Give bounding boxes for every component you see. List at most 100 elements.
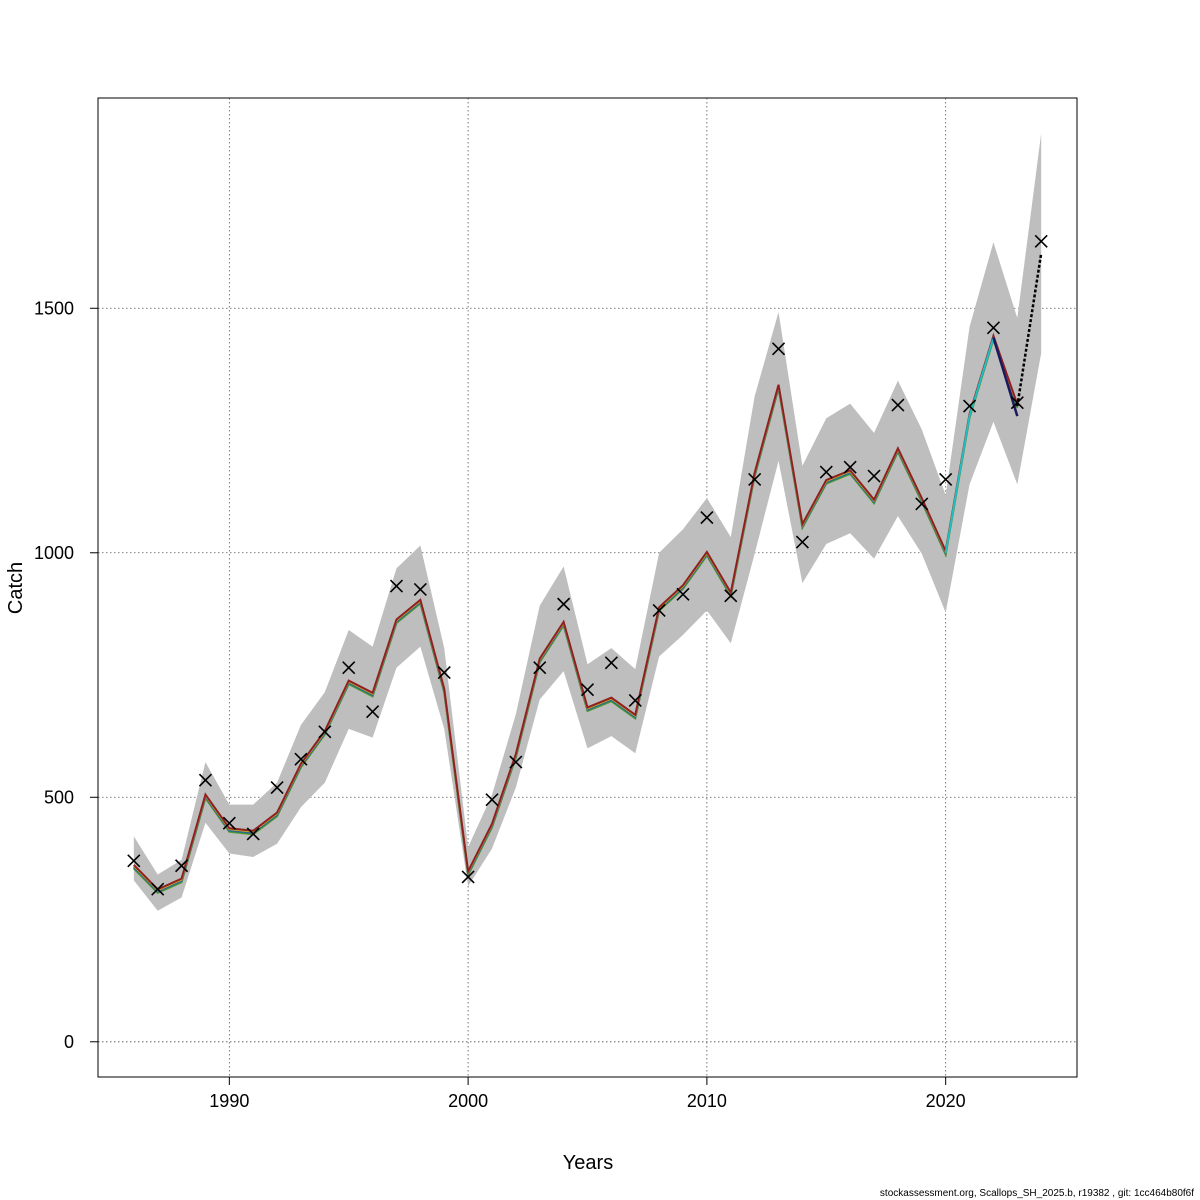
observed-point-stroke [151, 882, 165, 896]
observed-point [700, 511, 714, 525]
observed-point [580, 683, 595, 697]
observed-point [485, 793, 499, 807]
observed-point [557, 597, 571, 611]
observed-point-stroke [366, 705, 380, 719]
observed-point [891, 398, 905, 412]
observed-point-stroke [819, 465, 833, 479]
x-axis-title: Years [563, 1152, 613, 1174]
grid-lines [98, 98, 1077, 1077]
observed-point-stroke [533, 661, 547, 675]
observed-point [748, 472, 762, 486]
observed-point-stroke [342, 661, 356, 675]
observed-point [437, 666, 451, 680]
observed-point [413, 582, 427, 597]
observed-point [795, 535, 809, 549]
observed-point-stroke [1034, 234, 1048, 248]
observed-point [222, 816, 236, 830]
observed-point [294, 752, 308, 766]
y-tick-label: 0 [64, 1032, 74, 1052]
x-tick-label: 2000 [448, 1091, 488, 1111]
observed-point-stroke [748, 472, 762, 486]
observed-point [127, 854, 141, 868]
observed-point-stroke [1010, 396, 1024, 410]
observed-point [461, 870, 475, 884]
observed-point-stroke [986, 321, 1000, 335]
observed-point-stroke [939, 472, 953, 486]
observed-point-stroke [700, 511, 714, 525]
observed-point-stroke [485, 793, 499, 807]
footer-credit: stockassessment.org, Scallops_SH_2025.b,… [880, 1188, 1194, 1199]
observed-point-stroke [628, 693, 642, 708]
observed-point [962, 399, 977, 413]
observed-point-stroke [604, 656, 618, 670]
observed-point [604, 656, 618, 670]
observed-point-stroke [294, 752, 308, 766]
observed-point [389, 579, 404, 593]
observed-point-stroke [795, 535, 809, 549]
observed-point [151, 882, 165, 896]
observed-point-stroke [676, 587, 690, 601]
observed-point-stroke [413, 582, 427, 597]
observed-point-stroke [198, 773, 213, 787]
fitted-lines [133, 253, 1043, 895]
y-axis-title: Catch [5, 562, 27, 614]
observed-point [939, 472, 953, 486]
observed-point [533, 661, 547, 675]
observed-point [819, 465, 833, 479]
x-axis: 1990 2000 2010 2020 [209, 1076, 966, 1111]
observed-point [1010, 396, 1024, 410]
x-tick-label: 2020 [926, 1091, 966, 1111]
observed-point-stroke [389, 579, 404, 593]
observed-point-stroke [891, 398, 905, 412]
observed-point-stroke [175, 859, 189, 873]
observed-point [676, 587, 690, 601]
observed-point-stroke [437, 666, 451, 680]
observed-point [270, 780, 284, 795]
observed-point [1034, 234, 1048, 248]
observed-point [628, 693, 642, 708]
y-axis: 0 500 1000 1500 [34, 298, 99, 1052]
plot-frame [97, 97, 1078, 1078]
observed-point-stroke [509, 755, 523, 769]
observed-point-stroke [270, 780, 284, 795]
observed-point [342, 661, 356, 675]
observed-point [843, 460, 857, 474]
retro-line-last [992, 337, 1019, 417]
observed-points [127, 234, 1048, 896]
observed-point [867, 469, 881, 483]
observed-point-stroke [557, 597, 571, 611]
observed-point-stroke [652, 603, 666, 618]
retro-line-recent [944, 337, 995, 553]
y-tick-label: 500 [44, 787, 74, 807]
observed-point-stroke [867, 469, 881, 483]
confidence-band [133, 133, 1042, 911]
x-tick-label: 2010 [687, 1091, 727, 1111]
observed-point-stroke [915, 497, 929, 511]
observed-point [724, 589, 738, 603]
observed-point [915, 497, 929, 511]
observed-point-stroke [318, 725, 332, 739]
observed-point-stroke [580, 683, 595, 697]
observed-point-stroke [843, 460, 857, 474]
x-tick-label: 1990 [209, 1091, 249, 1111]
observed-point-stroke [724, 589, 738, 603]
confidence-band-area [133, 133, 1042, 911]
observed-point-stroke [771, 342, 786, 356]
observed-point [318, 725, 332, 739]
observed-point-stroke [222, 816, 236, 830]
observed-point [771, 342, 786, 356]
y-tick-label: 1500 [34, 298, 74, 318]
fit-line-series [133, 332, 1019, 891]
observed-point [652, 603, 666, 618]
observed-point [175, 859, 189, 873]
observed-point-stroke [962, 399, 977, 413]
observed-point [246, 827, 260, 841]
observed-point [509, 755, 523, 769]
observed-point [366, 705, 380, 719]
observed-point-stroke [127, 854, 141, 868]
observed-point-stroke [461, 870, 475, 884]
forecast-line [1016, 253, 1043, 407]
observed-point-stroke [246, 827, 260, 841]
observed-point [986, 321, 1000, 335]
